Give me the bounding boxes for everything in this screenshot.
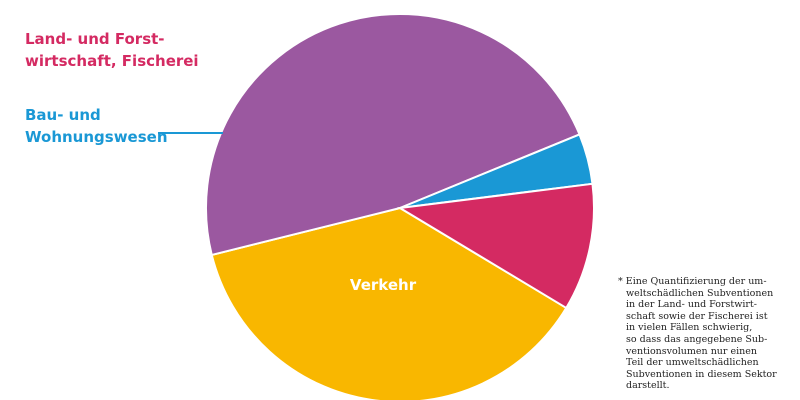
pie-slice-verkehr bbox=[204, 12, 581, 257]
footnote-line: ventionsvolumen nur einen bbox=[626, 345, 758, 357]
footnote-line: * Eine Quantifizierung der um- bbox=[618, 276, 767, 287]
label-bau-wohnungswesen: Bau- und Wohnungswesen bbox=[25, 104, 168, 148]
label-bau-wohnungswesen-line-1: Bau- und bbox=[25, 106, 101, 124]
footnote-line: so dass das angegebene Sub- bbox=[626, 333, 768, 345]
footnote-line: in der Land- und Forstwirt- bbox=[626, 299, 757, 311]
label-land-forstwirtschaft: Land- und Forst- wirtschaft, Fischerei bbox=[25, 28, 199, 72]
footnote: * Eine Quantifizierung der um- weltschäd… bbox=[618, 276, 798, 392]
footnote-line: darstellt. bbox=[626, 380, 670, 392]
footnote-line: in vielen Fällen schwierig, bbox=[626, 322, 753, 334]
footnote-line: weltschädlichen Subventionen bbox=[626, 287, 774, 299]
label-land-forstwirtschaft-line-1: Land- und Forst- bbox=[25, 30, 165, 48]
footnote-line: Teil der umweltschädlichen bbox=[626, 357, 759, 369]
label-bau-wohnungswesen-line-2: Wohnungswesen bbox=[25, 128, 168, 146]
slice-label-verkehr: Verkehr bbox=[350, 276, 417, 294]
footnote-line: schaft sowie der Fischerei ist bbox=[626, 310, 768, 322]
label-land-forstwirtschaft-line-2: wirtschaft, Fischerei bbox=[25, 52, 199, 70]
footnote-line: Subventionen in diesem Sektor bbox=[626, 368, 777, 380]
pie-slice-land-forstwirtschaft bbox=[397, 182, 595, 310]
